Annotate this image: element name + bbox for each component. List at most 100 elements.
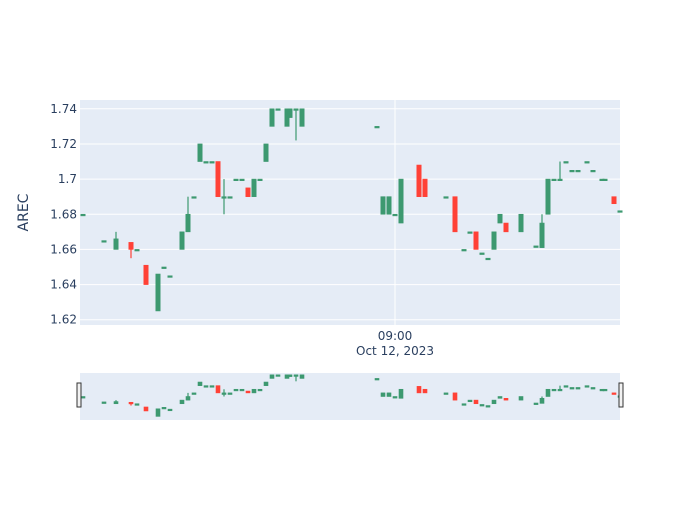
range-slider-right-handle[interactable] [618, 382, 624, 408]
candles[interactable] [80, 108, 623, 312]
candle[interactable] [299, 108, 305, 127]
candle[interactable] [185, 196, 191, 233]
slider-candle[interactable] [557, 385, 563, 392]
candle[interactable] [161, 266, 167, 269]
candle[interactable] [179, 231, 185, 250]
slider-candle[interactable] [197, 381, 203, 386]
slider-candle[interactable] [239, 388, 245, 392]
candle[interactable] [227, 196, 233, 199]
candle[interactable] [539, 214, 545, 248]
slider-candle[interactable] [275, 374, 281, 377]
slider-candle[interactable] [473, 399, 479, 405]
slider-candle[interactable] [611, 392, 617, 395]
slider-candle[interactable] [452, 392, 458, 401]
slider-candle[interactable] [497, 396, 503, 399]
slider-candle[interactable] [533, 402, 539, 405]
slider-candle[interactable] [227, 392, 233, 395]
candle[interactable] [611, 196, 617, 205]
slider-candle[interactable] [251, 388, 257, 394]
slider-candle[interactable] [179, 399, 185, 405]
candle[interactable] [545, 178, 551, 215]
candle[interactable] [461, 249, 467, 252]
candle[interactable] [143, 264, 149, 285]
candle[interactable] [134, 249, 140, 252]
candle[interactable] [245, 187, 251, 197]
candle[interactable] [584, 161, 590, 164]
slider-candle[interactable] [380, 392, 386, 397]
candle[interactable] [416, 164, 422, 197]
candle[interactable] [128, 242, 134, 259]
candle[interactable] [239, 178, 245, 182]
slider-candle[interactable] [374, 378, 380, 381]
candle[interactable] [392, 213, 398, 217]
slider-candle[interactable] [134, 403, 140, 406]
candle[interactable] [263, 143, 269, 162]
slider-candle[interactable] [443, 392, 449, 395]
slider-candle[interactable] [503, 398, 509, 401]
candle[interactable] [287, 108, 293, 118]
candle[interactable] [569, 170, 575, 173]
candle[interactable] [533, 245, 539, 248]
slider-candle[interactable] [128, 401, 134, 406]
slider-candle[interactable] [563, 385, 569, 388]
candle[interactable] [167, 275, 173, 278]
candle[interactable] [467, 231, 473, 234]
slider-candle[interactable] [575, 387, 581, 390]
slider-candle[interactable] [584, 385, 590, 388]
candle[interactable] [293, 108, 299, 141]
candle[interactable] [563, 161, 569, 164]
candle[interactable] [422, 178, 428, 197]
slider-candle[interactable] [269, 374, 275, 379]
candle[interactable] [503, 222, 509, 233]
candle[interactable] [575, 170, 581, 173]
slider-candle[interactable] [143, 406, 149, 412]
candle[interactable] [155, 273, 161, 312]
slider-candle[interactable] [287, 374, 293, 377]
slider-candle[interactable] [392, 396, 398, 399]
slider-candle[interactable] [551, 388, 557, 392]
candle[interactable] [215, 161, 221, 197]
slider-candle[interactable] [233, 388, 239, 392]
slider-candle[interactable] [293, 374, 299, 382]
slider-candle[interactable] [167, 408, 173, 412]
candle[interactable] [473, 231, 479, 250]
slider-candle[interactable] [416, 386, 422, 394]
candle[interactable] [452, 196, 458, 233]
candle[interactable] [203, 161, 209, 164]
candle[interactable] [590, 170, 596, 173]
slider-candle[interactable] [263, 381, 269, 386]
candle[interactable] [374, 126, 380, 129]
slider-candle[interactable] [398, 388, 404, 399]
candle[interactable] [380, 196, 386, 215]
candle[interactable] [386, 196, 392, 215]
candle[interactable] [197, 143, 203, 162]
candle[interactable] [233, 178, 239, 182]
slider-candle[interactable] [491, 399, 497, 405]
candle[interactable] [80, 213, 86, 217]
candle[interactable] [113, 231, 119, 250]
candle[interactable] [101, 240, 107, 243]
slider-candle[interactable] [590, 387, 596, 390]
range-slider-left-handle[interactable] [76, 382, 82, 408]
candle[interactable] [269, 108, 275, 127]
candle[interactable] [257, 178, 263, 182]
slider-candle[interactable] [467, 399, 473, 403]
slider-candle[interactable] [101, 401, 107, 404]
candle[interactable] [485, 257, 491, 261]
slider-candle[interactable] [485, 405, 491, 408]
slider-candle[interactable] [209, 385, 215, 388]
candle[interactable] [557, 161, 563, 182]
candle[interactable] [443, 196, 449, 199]
slider-candle[interactable] [386, 392, 392, 397]
slider-candle[interactable] [299, 374, 305, 379]
slider-candle[interactable] [215, 385, 221, 394]
slider-candle[interactable] [257, 388, 263, 392]
candle[interactable] [518, 213, 524, 233]
slider-candle[interactable] [203, 385, 209, 388]
slider-candle[interactable] [185, 392, 191, 401]
slider-candle[interactable] [245, 390, 251, 394]
candle[interactable] [251, 178, 257, 197]
slider-candle[interactable] [161, 407, 167, 410]
slider-candle[interactable] [602, 388, 608, 392]
candle[interactable] [191, 196, 197, 199]
